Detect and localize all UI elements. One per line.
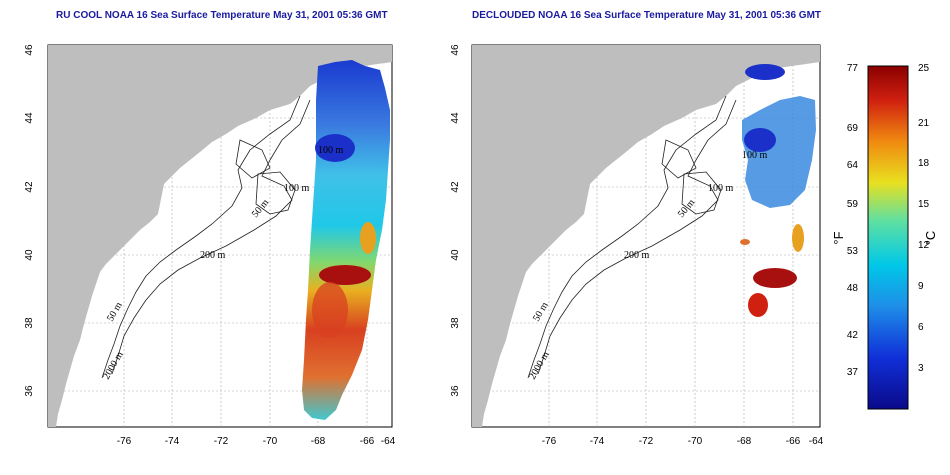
fahrenheit-tick-label: 59 (847, 199, 859, 210)
lon-tick-label: -76 (117, 436, 132, 447)
celsius-tick-label: 21 (918, 118, 930, 129)
fahrenheit-tick-label: 69 (847, 123, 859, 134)
lat-tick-label: 42 (24, 181, 35, 193)
fahrenheit-tick-label: 64 (847, 160, 859, 171)
map-title-right: DECLOUDED NOAA 16 Sea Surface Temperatur… (472, 10, 822, 21)
warm-patch-right (748, 293, 768, 317)
cold-patch-left (315, 134, 355, 162)
fahrenheit-tick-label: 42 (847, 330, 859, 341)
contour-label: 200 m (624, 250, 650, 261)
cold-core-right (744, 128, 776, 152)
lon-tick-label: -68 (311, 436, 326, 447)
fahrenheit-tick-label: 48 (847, 283, 859, 294)
lon-tick-label: -66 (360, 436, 375, 447)
fahrenheit-tick-label: 53 (847, 246, 859, 257)
lat-tick-label: 36 (24, 385, 35, 397)
contour-label: 100 m (318, 145, 344, 156)
colorbar: 77 69 64 59 53 48 42 37 25 21 18 15 12 9… (831, 63, 938, 410)
lon-tick-label: -74 (165, 436, 180, 447)
lat-tick-label: 42 (450, 181, 461, 193)
celsius-tick-label: 18 (918, 158, 930, 169)
lon-tick-label: -64 (381, 436, 396, 447)
cold-patch-right (745, 64, 785, 80)
lat-ticks-right: 36 38 40 42 44 46 (450, 44, 461, 397)
land-mass-right (472, 45, 820, 427)
isobath-lines-left (101, 95, 311, 379)
contour-label: 100 m (742, 150, 768, 161)
colorbar-celsius-ticks: 25 21 18 15 12 9 6 3 (918, 63, 930, 374)
fahrenheit-tick-label: 37 (847, 367, 859, 378)
lat-tick-label: 36 (450, 385, 461, 397)
celsius-tick-label: 12 (918, 240, 930, 251)
fahrenheit-unit-label: °F (831, 231, 846, 244)
lon-ticks-left: -76 -74 -72 -70 -68 -66 -64 (117, 436, 396, 447)
lat-tick-label: 44 (24, 112, 35, 124)
map-title-left: RU COOL NOAA 16 Sea Surface Temperature … (56, 10, 388, 21)
warm-filament-right (792, 224, 804, 252)
warm-streaks-left (312, 282, 348, 338)
map-panel-right: 100 m 100 m 50 m 200 m 50 m 2000 m -76 -… (450, 44, 824, 447)
contour-label: 100 m (284, 183, 310, 194)
lon-tick-label: -72 (214, 436, 229, 447)
map-panel-left: 100 m 100 m 50 m 200 m 50 m 2000 m -76 -… (24, 44, 396, 447)
lon-tick-label: -66 (786, 436, 801, 447)
lat-tick-label: 46 (24, 44, 35, 56)
warm-eddy-right (753, 268, 797, 288)
lat-ticks-left: 36 38 40 42 44 46 (24, 44, 35, 397)
lat-tick-label: 38 (24, 317, 35, 329)
celsius-tick-label: 9 (918, 281, 924, 292)
colorbar-fahrenheit-ticks: 77 69 64 59 53 48 42 37 (847, 63, 859, 378)
lat-tick-label: 38 (450, 317, 461, 329)
lat-tick-label: 40 (24, 249, 35, 261)
lon-tick-label: -68 (737, 436, 752, 447)
lon-tick-label: -70 (688, 436, 703, 447)
land-mass-left (48, 45, 392, 427)
contour-label: 100 m (708, 183, 734, 194)
lat-tick-label: 40 (450, 249, 461, 261)
lon-ticks-right: -76 -74 -72 -70 -68 -66 -64 (542, 436, 824, 447)
lat-tick-label: 44 (450, 112, 461, 124)
celsius-unit-label: °C (923, 231, 938, 246)
contour-label: 200 m (200, 250, 226, 261)
colorbar-gradient (867, 65, 909, 410)
warm-eddy-left (319, 265, 371, 285)
lon-tick-label: -70 (263, 436, 278, 447)
warm-filament-left (360, 222, 376, 254)
lon-tick-label: -72 (639, 436, 654, 447)
small-warm-spot-right (740, 239, 750, 245)
celsius-tick-label: 3 (918, 363, 924, 374)
lon-tick-label: -76 (542, 436, 557, 447)
celsius-tick-label: 25 (918, 63, 930, 74)
lon-tick-label: -74 (590, 436, 605, 447)
isobath-lines-right (527, 95, 737, 379)
lon-tick-label: -64 (809, 436, 824, 447)
celsius-tick-label: 6 (918, 322, 924, 333)
fahrenheit-tick-label: 77 (847, 63, 859, 74)
sst-cold-area-right (742, 96, 816, 208)
lat-tick-label: 46 (450, 44, 461, 56)
celsius-tick-label: 15 (918, 199, 930, 210)
